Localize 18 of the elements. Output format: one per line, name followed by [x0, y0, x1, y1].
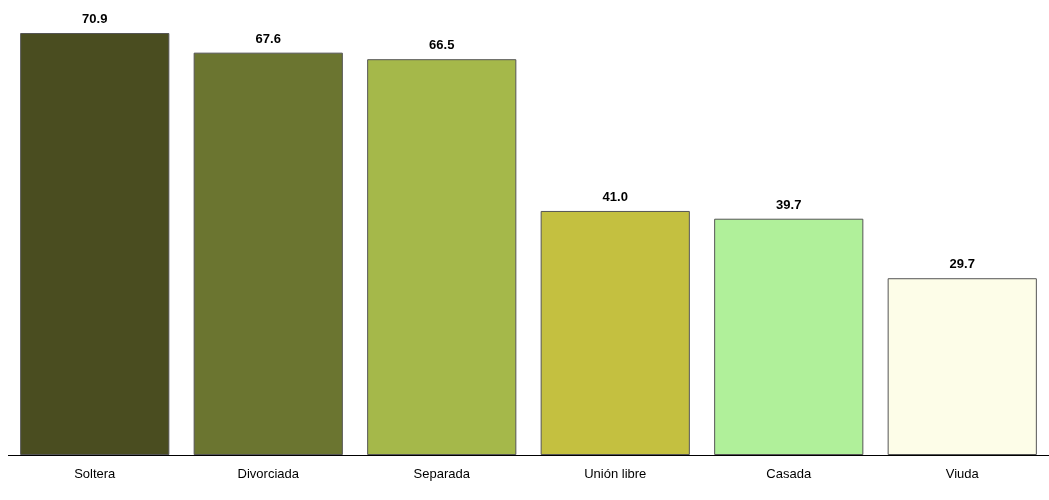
- bar: [714, 218, 864, 455]
- data-label: 39.7: [776, 196, 802, 212]
- bar: [20, 33, 170, 455]
- bar: [540, 210, 690, 455]
- x-tick-label: Separada: [413, 466, 471, 481]
- x-tick-label: Unión libre: [584, 466, 647, 481]
- bar: [887, 278, 1037, 455]
- bar: [367, 59, 517, 455]
- data-label: 29.7: [949, 256, 975, 272]
- x-tick-label: Divorciada: [237, 466, 300, 481]
- data-label: 66.5: [429, 37, 455, 53]
- x-tick-label: Viuda: [945, 466, 980, 481]
- data-label: 70.9: [82, 11, 108, 26]
- data-label: 41.0: [602, 188, 628, 204]
- bar: [193, 52, 343, 455]
- x-tick-label: Casada: [766, 466, 812, 481]
- x-tick-label: Soltera: [74, 466, 117, 481]
- data-label: 67.6: [255, 30, 281, 46]
